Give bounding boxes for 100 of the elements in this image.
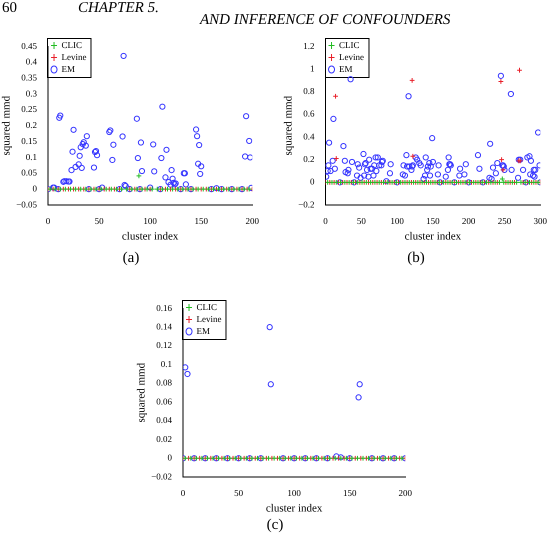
- y-tick-label: −0.02: [151, 471, 172, 482]
- legend-label: Levine: [339, 52, 364, 62]
- y-tick-label: 0.16: [156, 302, 173, 313]
- x-tick-label: 100: [287, 488, 302, 498]
- point: [388, 455, 394, 462]
- point: [188, 455, 194, 462]
- y-axis-title: squared mmd: [0, 95, 12, 156]
- text: AND INFERENCE OF CONFOUNDERS: [200, 12, 450, 29]
- point: [498, 78, 504, 84]
- point: [271, 455, 278, 462]
- y-tick-label: 0.02: [156, 434, 172, 444]
- x-axis-title: cluster index: [122, 230, 179, 242]
- point: [366, 455, 372, 462]
- point: [371, 455, 378, 462]
- point: [498, 156, 504, 163]
- x-tick-label: 0: [46, 216, 51, 226]
- legend-label: Levine: [196, 314, 222, 324]
- y-tick-label: 0.14: [156, 321, 173, 332]
- text: 60: [2, 0, 17, 17]
- y-tick-label: 0.1: [160, 358, 172, 369]
- point: [376, 455, 383, 462]
- point: [355, 394, 362, 400]
- text: (a): [122, 250, 140, 267]
- x-tick-label: 0: [180, 488, 186, 498]
- y-tick-label: 0.1: [26, 152, 38, 162]
- point: [499, 176, 506, 182]
- y-tick-label: 0: [32, 184, 38, 194]
- y-tick-label: 0.4: [303, 131, 316, 142]
- point: [266, 324, 273, 330]
- point: [299, 455, 305, 462]
- y-tick-label: 0.45: [21, 40, 38, 51]
- point: [199, 455, 205, 462]
- point: [321, 455, 328, 462]
- y-tick-label: 0.2: [26, 120, 38, 130]
- y-tick-label: 0.08: [156, 378, 173, 388]
- x-tick-label: 250: [498, 216, 512, 226]
- y-tick-label: 0.12: [156, 340, 172, 350]
- y-tick-label: −0.05: [16, 199, 38, 210]
- y-tick-label: 0.3: [26, 88, 38, 98]
- point: [282, 455, 288, 462]
- point: [226, 455, 233, 462]
- y-tick-label: 0.06: [156, 396, 173, 406]
- point: [356, 381, 363, 388]
- point: [221, 455, 228, 462]
- y-axis-title: squared mmd: [135, 362, 148, 422]
- point: [276, 455, 283, 462]
- x-tick-label: 50: [234, 488, 244, 498]
- legend-label: CLIC: [196, 302, 218, 312]
- point: [304, 455, 310, 462]
- point: [184, 370, 191, 378]
- x-axis-title: cluster index: [404, 230, 462, 242]
- legend-label: EM: [339, 64, 353, 74]
- legend-label: Levine: [62, 52, 87, 62]
- point: [354, 455, 360, 462]
- text: (b): [406, 250, 426, 267]
- point: [204, 455, 210, 462]
- legend-label: CLIC: [62, 40, 82, 50]
- legend-label: EM: [62, 64, 76, 74]
- point: [232, 455, 238, 462]
- x-tick-label: 0: [323, 216, 328, 226]
- point: [516, 67, 522, 74]
- y-tick-label: 1: [310, 63, 315, 74]
- x-tick-label: 150: [426, 216, 440, 226]
- legend-label: EM: [196, 326, 210, 336]
- y-tick-label: 0.15: [21, 136, 38, 146]
- y-tick-label: 0.04: [156, 415, 173, 426]
- y-tick-label: 1.2: [303, 40, 315, 51]
- x-tick-label: 50: [94, 216, 104, 226]
- x-tick-label: 150: [342, 488, 357, 498]
- x-tick-label: 200: [398, 488, 412, 498]
- point: [410, 153, 416, 160]
- text: CHAPTER 5.: [78, 0, 159, 17]
- point: [183, 364, 188, 371]
- y-tick-label: 0.05: [21, 168, 38, 178]
- y-tick-label: 0.35: [21, 72, 38, 82]
- y-tick-label: 0.4: [26, 56, 38, 67]
- y-tick-label: 0: [310, 176, 316, 187]
- x-tick-label: 300: [534, 216, 548, 226]
- y-tick-label: 0.6: [303, 108, 316, 119]
- text: (c): [266, 517, 284, 534]
- point: [399, 455, 405, 462]
- x-tick-label: 100: [143, 216, 158, 226]
- y-tick-label: 0.2: [303, 154, 315, 164]
- x-tick-label: 200: [246, 216, 260, 226]
- point: [266, 455, 272, 462]
- x-tick-label: 100: [390, 216, 404, 226]
- point: [268, 381, 274, 388]
- point: [210, 455, 216, 462]
- y-tick-label: 0.8: [303, 86, 316, 96]
- point: [260, 455, 266, 462]
- point: [333, 156, 340, 162]
- x-tick-label: 200: [462, 216, 476, 226]
- legend-label: CLIC: [339, 40, 360, 50]
- x-tick-label: 50: [356, 216, 366, 226]
- point: [249, 455, 255, 462]
- point: [316, 455, 322, 462]
- point: [288, 455, 294, 462]
- point: [238, 455, 244, 462]
- point: [349, 455, 355, 462]
- point: [382, 455, 388, 462]
